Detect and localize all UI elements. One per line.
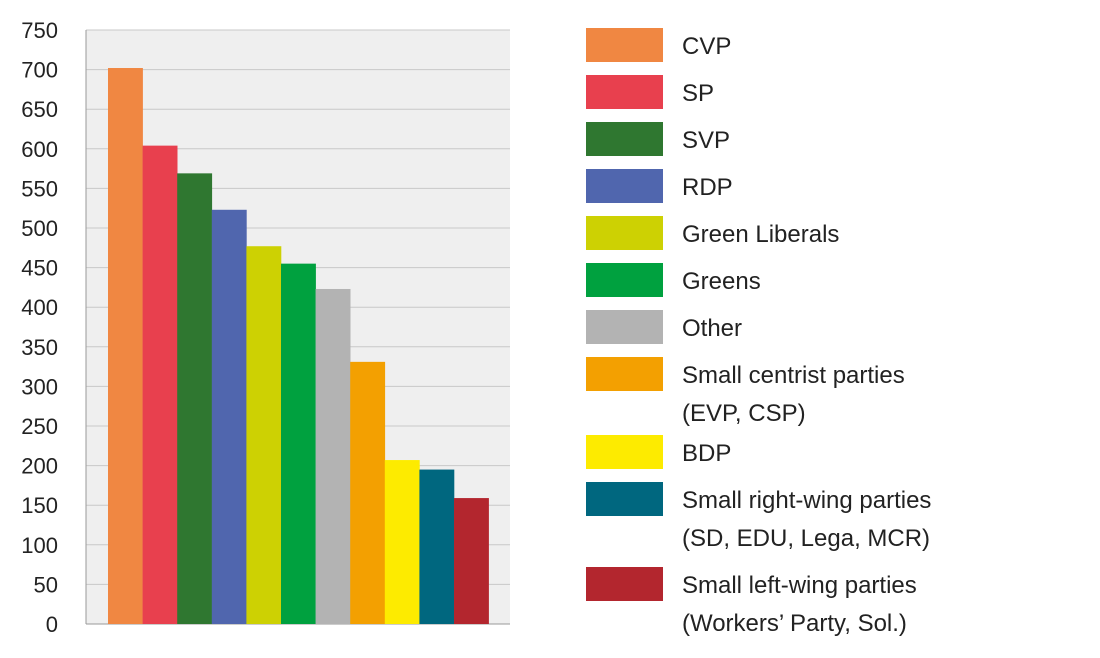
y-tick-label: 350 — [21, 335, 58, 360]
legend-swatch — [586, 169, 663, 203]
y-tick-label: 150 — [21, 493, 58, 518]
y-tick-label: 450 — [21, 256, 58, 281]
legend-label: Small right-wing parties — [682, 487, 931, 514]
bar-rdp — [211, 209, 247, 624]
legend-label: BDP — [682, 440, 731, 467]
bar-cvp — [108, 68, 143, 625]
y-tick-label: 250 — [21, 414, 58, 439]
bar-green-liberals — [246, 246, 282, 624]
bar-sp — [142, 145, 178, 624]
legend-swatch — [586, 482, 663, 516]
y-tick-label: 50 — [34, 572, 58, 597]
bar-bdp — [384, 460, 420, 624]
y-tick-label: 750 — [21, 18, 58, 43]
y-tick-label: 400 — [21, 295, 58, 320]
legend-swatch — [586, 216, 663, 250]
bar-small-right-wing-parties-sd-edu-lega-mcr — [419, 469, 455, 624]
bar-small-left-wing-parties-workers-party-sol — [454, 498, 489, 624]
y-tick-label: 500 — [21, 216, 58, 241]
y-tick-label: 550 — [21, 176, 58, 201]
legend-swatch — [586, 122, 663, 156]
legend-label: Other — [682, 315, 742, 342]
y-tick-label: 600 — [21, 137, 58, 162]
legend-label: SVP — [682, 127, 730, 154]
legend-swatch — [586, 28, 663, 62]
y-tick-label: 700 — [21, 58, 58, 83]
legend-swatch — [586, 357, 663, 391]
y-tick-label: 0 — [46, 612, 58, 637]
legend-label: Small centrist parties — [682, 362, 905, 389]
legend-swatch — [586, 567, 663, 601]
legend-swatch — [586, 310, 663, 344]
y-tick-label: 300 — [21, 374, 58, 399]
legend-label: Greens — [682, 268, 761, 295]
legend-label: (Workers’ Party, Sol.) — [682, 610, 907, 637]
bar-other — [315, 288, 351, 624]
legend-label: SP — [682, 80, 714, 107]
legend-label: CVP — [682, 33, 731, 60]
y-tick-label: 200 — [21, 454, 58, 479]
legend-swatch — [586, 263, 663, 297]
bar-svp — [177, 173, 213, 625]
legend-label: Small left-wing parties — [682, 572, 917, 599]
legend-label: (EVP, CSP) — [682, 400, 806, 427]
y-tick-label: 650 — [21, 97, 58, 122]
bar-greens — [281, 263, 316, 624]
legend-swatch — [586, 75, 663, 109]
legend-label: Green Liberals — [682, 221, 839, 248]
legend-label: RDP — [682, 174, 733, 201]
legend-label: (SD, EDU, Lega, MCR) — [682, 525, 930, 552]
legend-swatch — [586, 435, 663, 469]
bar-small-centrist-parties-evp-csp — [350, 361, 386, 624]
y-tick-label: 100 — [21, 533, 58, 558]
